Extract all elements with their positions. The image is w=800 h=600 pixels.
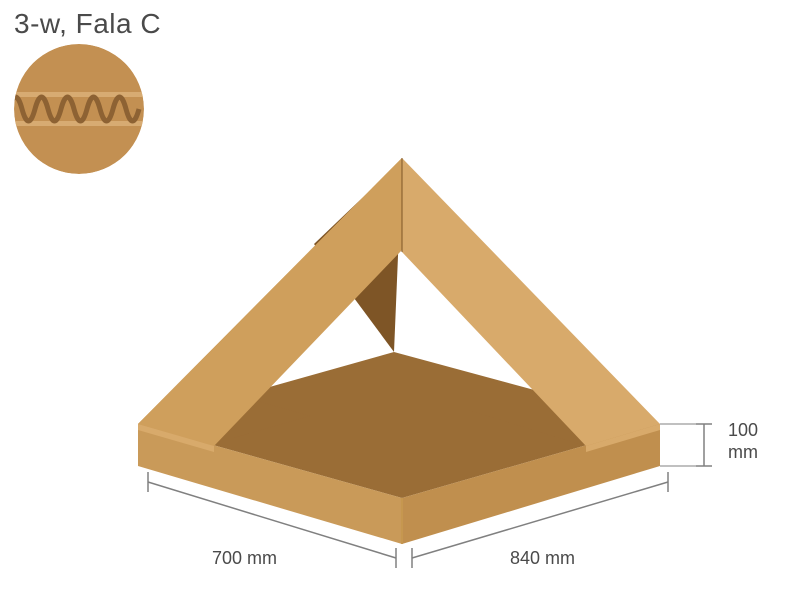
dimension-depth-label: 700 mm (212, 548, 277, 570)
dimension-height-value: 100 (728, 420, 758, 440)
dimension-height-unit: mm (728, 442, 758, 462)
corrugated-badge (14, 44, 144, 174)
dimension-height-label: 100 mm (728, 420, 758, 463)
product-diagram: 3-w, Fala C 700 mm 840 mm 100 mm (0, 0, 800, 600)
dimension-length-label: 840 mm (510, 548, 575, 570)
